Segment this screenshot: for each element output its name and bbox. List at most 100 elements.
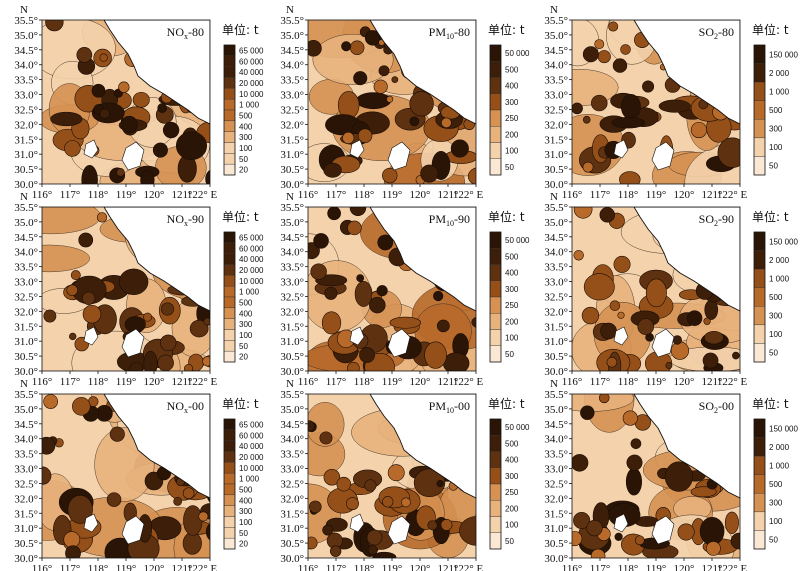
lat-tick-label: 33.0° [280, 277, 304, 289]
lat-tick-label: 31.0° [544, 523, 568, 535]
legend-swatch [223, 429, 236, 441]
emission-hotspot [664, 461, 693, 492]
legend-swatch [223, 264, 236, 276]
lon-tick-label: 117° [590, 563, 611, 571]
lon-tick-label: 118° [354, 189, 375, 201]
panel-title-suffix: -90 [454, 212, 470, 226]
city-hotspot [313, 233, 329, 249]
lon-tick-label: 120° [144, 563, 165, 571]
legend-label: 50 000 [505, 49, 530, 58]
legend-swatch [753, 100, 766, 120]
legend-swatch [753, 343, 766, 363]
city-hotspot [43, 394, 58, 409]
legend-label: 50 [239, 155, 248, 164]
city-hotspot [376, 285, 388, 297]
city-hotspot [364, 30, 381, 46]
legend-label: 400 [505, 269, 519, 278]
lat-tick-label: 30.0° [544, 179, 568, 191]
city-hotspot [732, 351, 740, 360]
lat-tick-label: 30.0° [280, 366, 304, 378]
lat-tick-label: 32.0° [280, 493, 304, 505]
lon-tick-label: 116° [32, 189, 53, 201]
legend-swatch [753, 418, 766, 438]
emission-hotspot [625, 467, 643, 496]
city-hotspot [120, 115, 138, 134]
legend-swatch [223, 242, 236, 254]
lat-tick-label: 32.5° [14, 104, 38, 116]
legend-label: 100 [769, 143, 783, 152]
city-hotspot [82, 304, 102, 324]
legend-swatch [753, 530, 766, 550]
legend-swatch [223, 131, 236, 143]
city-hotspot [622, 410, 638, 426]
lon-tick-label: 119° [646, 376, 667, 388]
emission-zone [312, 33, 394, 85]
legend-swatch [753, 324, 766, 344]
lon-tick-label: 116° [562, 376, 583, 388]
lat-tick-label: 33.5° [544, 449, 568, 461]
emission-hotspot [118, 268, 149, 295]
city-hotspot [670, 341, 690, 360]
legend-swatch [489, 142, 502, 159]
legend-swatch [489, 158, 502, 176]
emission-field [42, 207, 210, 371]
emission-hotspot [717, 137, 740, 168]
city-hotspot [420, 164, 439, 183]
legend-colorbar: 50 000 500 400 300 250 200 100 50 [489, 44, 530, 176]
lon-tick-label: 119° [116, 189, 137, 201]
lon-tick-label: 119° [646, 189, 667, 201]
city-hotspot [143, 312, 153, 322]
lat-tick-label: 31.0° [280, 523, 304, 535]
panel-title: NOx-90 [167, 212, 204, 228]
city-hotspot [382, 496, 394, 508]
legend-colorbar: 150 000 2 000 1 000 500 300 100 50 [753, 44, 798, 176]
emission-field [308, 394, 476, 558]
city-hotspot [634, 535, 645, 546]
legend-label: 500 [505, 65, 519, 74]
emission-hotspot [704, 299, 719, 320]
lake-area [651, 515, 675, 545]
lat-tick-label: 34.0° [544, 247, 568, 259]
legend-label: 100 [239, 144, 253, 153]
emission-field [308, 207, 476, 371]
lat-tick-label: 31.0° [544, 336, 568, 348]
legend-swatch [489, 93, 502, 111]
lake-area [387, 328, 411, 358]
legend-swatch [223, 142, 236, 154]
map-panel-pm10-80: PM10-80 35.5° 35.0° 34.5° 34.0° 33.5° 33.0° 32.… [280, 4, 530, 201]
emission-zone [308, 402, 345, 447]
lon-tick-label: 116° [32, 563, 53, 571]
lat-tick-label: 34.5° [280, 419, 304, 431]
lon-tick-label: 118° [618, 563, 639, 571]
lat-tick-label: 33.0° [14, 277, 38, 289]
city-hotspot [642, 80, 655, 93]
legend-swatch [223, 340, 236, 352]
lat-tick-label: 30.5° [544, 538, 568, 550]
legend-swatch [223, 418, 236, 431]
lake-area [651, 328, 675, 358]
legend-swatch [223, 285, 236, 298]
city-hotspot [308, 40, 322, 57]
panel-title-suffix: -00 [188, 399, 204, 413]
panel-title-suffix: -80 [454, 25, 470, 39]
panel-title-subscript: 10 [446, 32, 454, 41]
lat-tick-label: 35.0° [280, 217, 304, 229]
city-hotspot [159, 334, 177, 352]
lon-tick-label: 118° [354, 563, 375, 571]
lon-tick-label: 120° [144, 376, 165, 388]
unit-label: 单位: t [752, 209, 789, 224]
city-hotspot [433, 290, 444, 302]
emission-hotspot [389, 316, 422, 329]
lat-tick-label: 35.5° [280, 15, 304, 27]
lat-tick-label: 35.0° [14, 404, 38, 416]
legend-swatch [223, 307, 236, 319]
emission-hotspot [459, 516, 476, 546]
panel-title-subscript: x [184, 406, 188, 415]
lon-tick-label: 118° [354, 376, 375, 388]
lat-tick-label: 30.5° [544, 164, 568, 176]
legend-frame [223, 418, 236, 550]
legend-colorbar: 50 000 500 400 300 250 200 100 50 [489, 231, 530, 363]
city-hotspot [43, 309, 57, 323]
lat-tick-label: 32.0° [544, 119, 568, 131]
